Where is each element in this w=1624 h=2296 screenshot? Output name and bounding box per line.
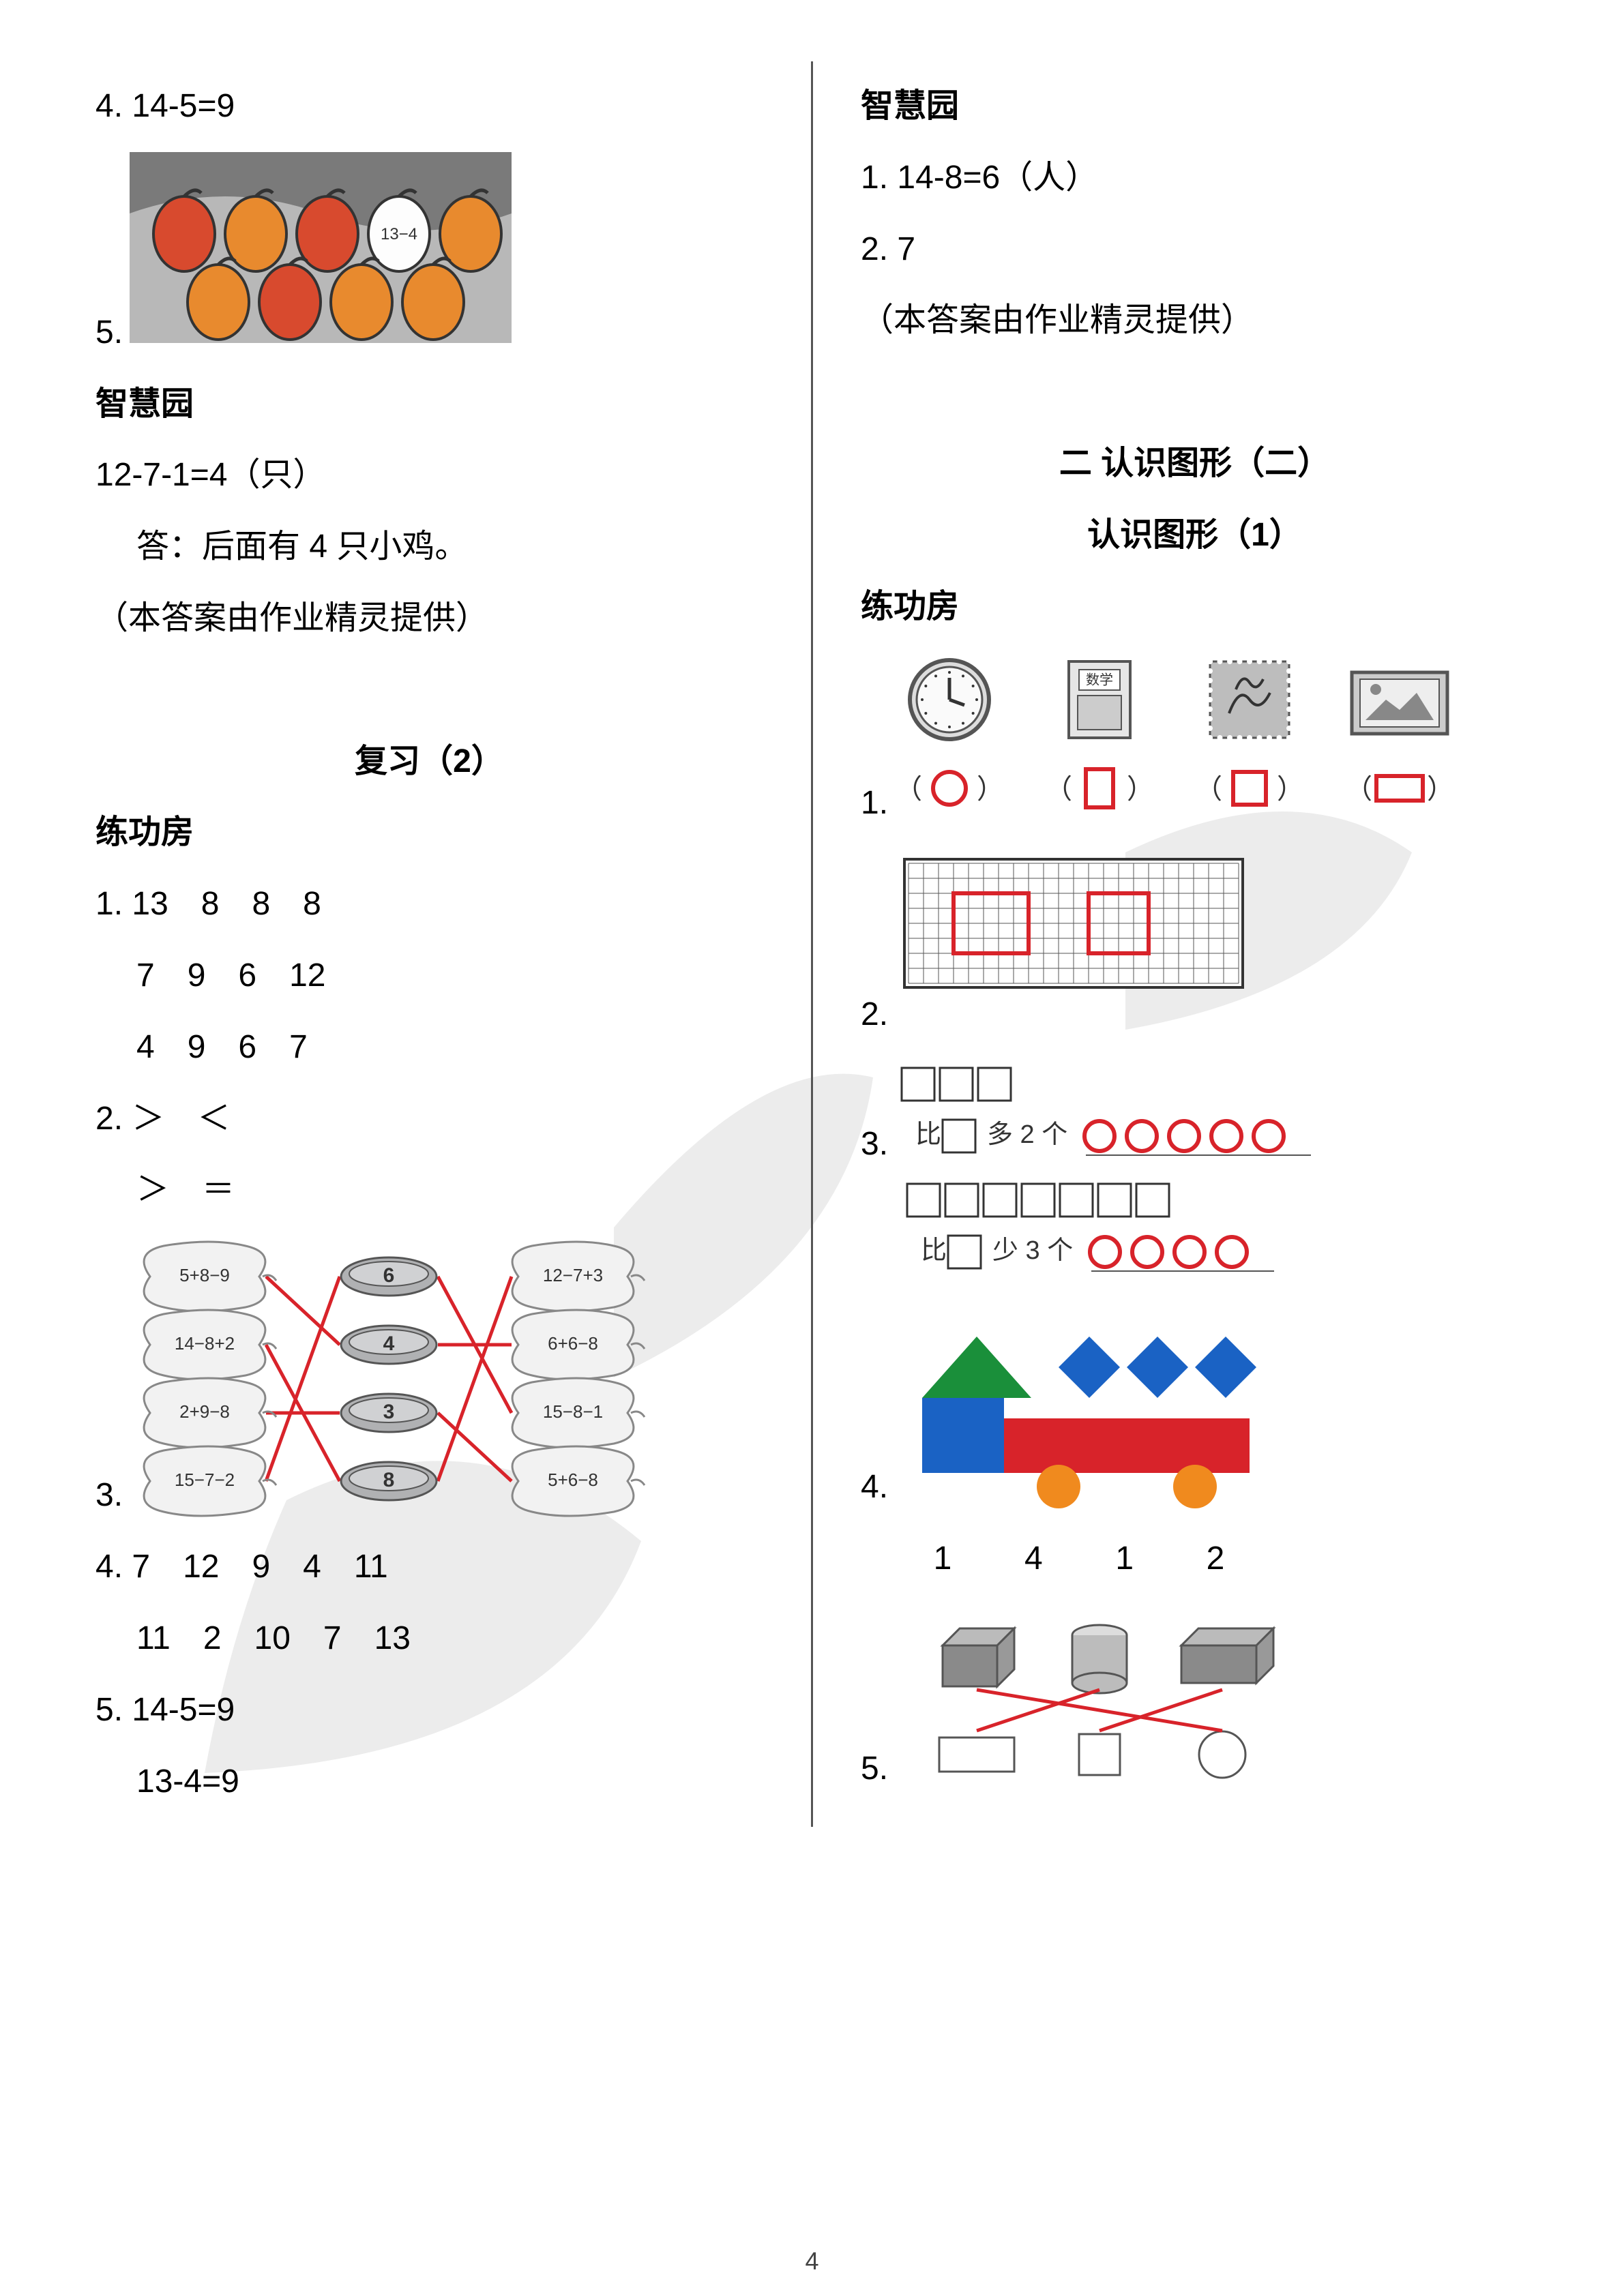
- q1-row3: 4 9 6 7: [95, 1022, 763, 1074]
- q3-matching-diagram: 5+8−9 14−8+2 2+9−8 15−7−2 6 4 3 8 12−7+3 6+6−8 15−…: [130, 1236, 648, 1522]
- q4-equation: 4. 14-5=9: [95, 80, 763, 133]
- rq1-label: 1.: [861, 777, 888, 830]
- q5-row: 5. 13−4: [95, 152, 763, 359]
- rq4-row: 4.: [861, 1323, 1529, 1514]
- credit-left: （本答案由作业精灵提供）: [95, 593, 763, 645]
- svg-text:6+6−8: 6+6−8: [548, 1333, 598, 1354]
- zhy-heading-right: 智慧园: [861, 80, 1529, 133]
- count-4: 2: [1175, 1533, 1256, 1585]
- rq3b-shapes: 比 少 3 个: [900, 1177, 1446, 1286]
- q5b-row2: 13-4=9: [95, 1756, 763, 1808]
- svg-text:比: 比: [915, 1120, 941, 1149]
- rq2-grid: [895, 850, 1372, 1041]
- rq2-label: 2.: [861, 989, 888, 1041]
- count-3: 1: [1084, 1533, 1166, 1585]
- right-column: 智慧园 1. 14-8=6（人） 2. 7 （本答案由作业精灵提供） 二 认识图…: [820, 61, 1529, 1827]
- rq5-row: 5.: [861, 1605, 1529, 1795]
- zhy-right-2: 2. 7: [861, 224, 1529, 276]
- q1-row1: 1. 13 8 8 8: [95, 878, 763, 931]
- svg-text:12−7+3: 12−7+3: [543, 1265, 603, 1285]
- zhy-eq: 12-7-1=4（只）: [95, 449, 763, 502]
- svg-text:少 3 个: 少 3 个: [992, 1236, 1073, 1265]
- column-divider: [811, 61, 813, 1827]
- q3-row: 3. 5+8−9 14−8+2 2+9−8 15−7−2 6 4 3 8 12−7+3 6+6−8…: [95, 1236, 763, 1522]
- svg-text:（: （: [1195, 775, 1222, 805]
- rq4-label: 4.: [861, 1461, 888, 1514]
- unit-title: 二 认识图形（二）: [861, 438, 1529, 490]
- svg-text:（: （: [1345, 775, 1372, 805]
- svg-text:3: 3: [383, 1401, 395, 1423]
- count-1: 1: [902, 1533, 984, 1585]
- sub-title: 认识图形（1）: [861, 509, 1529, 562]
- rq5-label: 5.: [861, 1743, 888, 1795]
- q2-row1: 2. ＞ ＜: [95, 1093, 763, 1146]
- svg-text:（: （: [1045, 775, 1072, 805]
- rq3-label: 3.: [861, 1118, 888, 1171]
- page-number: 4: [805, 2247, 818, 2276]
- q4b-row2: 11 2 10 7 13: [95, 1613, 763, 1665]
- svg-text:15−7−2: 15−7−2: [175, 1470, 235, 1490]
- fuxi-title: 复习（2）: [95, 736, 763, 788]
- svg-text:）: ）: [1127, 775, 1154, 805]
- zhy-heading-left: 智慧园: [95, 378, 763, 431]
- rq5-matching: [895, 1605, 1318, 1795]
- svg-text:）: ）: [977, 775, 1004, 805]
- svg-text:5+8−9: 5+8−9: [179, 1265, 230, 1285]
- svg-text:多 2 个: 多 2 个: [987, 1120, 1067, 1149]
- lgfang-left: 练功房: [95, 807, 763, 859]
- rq3-shapes: 比 多 2 个: [895, 1061, 1441, 1170]
- q1-row2: 7 9 6 12: [95, 950, 763, 1002]
- rq2-row: 2.: [861, 850, 1529, 1041]
- svg-text:）: ）: [1427, 775, 1454, 805]
- zhy-right-1: 1. 14-8=6（人）: [861, 152, 1529, 205]
- q2-row2: ＞ ＝: [95, 1164, 763, 1217]
- rq3-row: 3. 比 多 2 个: [861, 1061, 1529, 1170]
- q5-label: 5.: [95, 307, 123, 359]
- lgfang-right: 练功房: [861, 581, 1529, 633]
- svg-text:）: ）: [1277, 775, 1304, 805]
- zhy-answer: 答：后面有 4 只小鸡。: [95, 521, 763, 573]
- count-2: 4: [992, 1533, 1074, 1585]
- svg-text:13−4: 13−4: [381, 225, 417, 243]
- q5b-row1: 5. 14-5=9: [95, 1684, 763, 1737]
- pears-image: 13−4: [130, 152, 512, 359]
- rq3b-row: 比 少 3 个: [861, 1177, 1529, 1302]
- left-column: 4. 14-5=9 5. 13−4: [95, 61, 804, 1827]
- rq1-row: 1. （ ） 数学 （ ） （ ） （ ）: [861, 652, 1529, 829]
- svg-text:4: 4: [383, 1332, 395, 1355]
- rq4-train: [895, 1323, 1277, 1514]
- rq4-counts: 1 4 1 2: [902, 1533, 1529, 1585]
- svg-text:比: 比: [921, 1236, 947, 1265]
- svg-text:（: （: [895, 775, 922, 805]
- svg-text:数学: 数学: [1086, 672, 1113, 688]
- svg-text:2+9−8: 2+9−8: [179, 1401, 230, 1422]
- q3-label: 3.: [95, 1470, 123, 1522]
- svg-text:6: 6: [383, 1264, 395, 1287]
- svg-text:14−8+2: 14−8+2: [175, 1333, 235, 1354]
- svg-text:5+6−8: 5+6−8: [548, 1470, 598, 1490]
- svg-text:15−8−1: 15−8−1: [543, 1401, 603, 1422]
- svg-text:8: 8: [383, 1469, 395, 1491]
- rq1-icons: （ ） 数学 （ ） （ ） （ ）: [895, 652, 1495, 829]
- q4b-row1: 4. 7 12 9 4 11: [95, 1541, 763, 1594]
- credit-right: （本答案由作业精灵提供）: [861, 295, 1529, 347]
